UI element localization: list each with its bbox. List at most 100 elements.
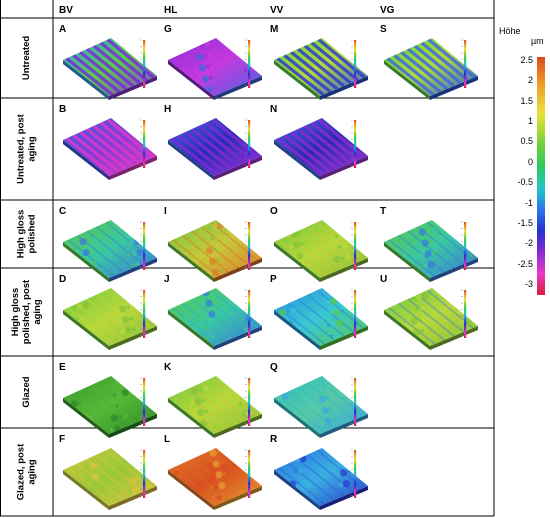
surface-spot	[110, 414, 119, 422]
mini-color-scale	[143, 40, 146, 88]
surface-stripe	[317, 38, 366, 79]
surface-spot	[75, 317, 79, 321]
surface-spot	[417, 318, 422, 322]
mini-color-scale	[248, 450, 251, 498]
surface-stripe	[276, 57, 325, 96]
surface-stripe	[388, 239, 436, 277]
surface-spot	[345, 254, 351, 260]
surface-stripe	[172, 239, 220, 277]
surface-spot	[298, 468, 304, 474]
surface-spot	[202, 325, 206, 330]
row-header-text: aging	[27, 459, 38, 485]
surface-spot	[208, 257, 217, 266]
surface-side	[168, 310, 214, 350]
surface-side	[63, 242, 109, 282]
surface-spot	[327, 383, 334, 389]
surface-spot	[296, 481, 300, 485]
surface-spot	[427, 261, 435, 269]
surface-stripe	[407, 230, 455, 269]
surface-texture	[276, 118, 366, 176]
mini-color-scale	[143, 378, 146, 426]
scale-tick-label: 0.5	[520, 136, 533, 147]
surface-spot	[208, 310, 216, 318]
panel-p: P	[270, 274, 368, 350]
surface-spot	[297, 231, 301, 235]
mini-color-scale	[464, 40, 467, 88]
panel-k: K	[164, 362, 262, 438]
surface-side	[274, 140, 320, 180]
surface-side	[274, 470, 320, 510]
surface-stripe	[85, 127, 135, 168]
surface-stripe	[65, 57, 114, 96]
surface-stripe	[420, 41, 469, 82]
surface-spot	[78, 400, 82, 405]
surface-spot	[127, 489, 133, 496]
surface-spot	[417, 241, 423, 247]
surface-spot	[243, 400, 249, 406]
surface-spot	[336, 495, 340, 499]
row-header-text: polished, post	[21, 279, 32, 344]
surface-spot	[320, 419, 326, 426]
surface-spot	[212, 497, 216, 501]
row-header-text: aging	[32, 299, 43, 325]
panel-e: E	[59, 362, 157, 438]
surface-spot	[347, 469, 351, 474]
surface-stripe	[283, 54, 332, 93]
surface-spot	[217, 245, 224, 251]
surface-side	[168, 470, 214, 510]
surface-side	[384, 242, 430, 282]
panel-letter: L	[164, 434, 170, 445]
surface-spot	[82, 477, 87, 482]
surface-spot	[218, 482, 226, 490]
surface-spot	[133, 466, 137, 470]
surface-spot	[459, 319, 465, 325]
surface-texture	[65, 38, 155, 96]
panel-letter: A	[59, 24, 66, 35]
surface-stripe	[278, 395, 326, 433]
surface-top	[274, 288, 368, 346]
panel-h: H	[164, 104, 262, 180]
surface-spot	[91, 473, 100, 481]
scale-tick-label: 2.5	[520, 55, 533, 65]
surface-stripe	[181, 390, 229, 429]
surface-top	[384, 288, 478, 346]
surface-spot	[109, 427, 115, 433]
surface-stripe	[417, 293, 465, 333]
surface-spot	[421, 292, 429, 300]
mini-color-scale	[248, 290, 251, 338]
surface-spot	[219, 461, 224, 465]
surface-stripe	[181, 462, 229, 501]
panel-letter: I	[164, 206, 167, 217]
surface-stripe	[397, 302, 445, 341]
surface-spot	[325, 299, 331, 306]
surface-texture	[386, 38, 476, 96]
scale-tick-label: -1	[524, 197, 533, 208]
surface-stripe	[278, 467, 326, 505]
surface-texture	[170, 118, 260, 176]
surface-stripe	[67, 307, 115, 345]
row-header-text: High gloss	[10, 288, 21, 337]
surface-stripe	[79, 130, 128, 171]
surface-stripe	[393, 54, 442, 93]
surface-spot	[192, 411, 198, 417]
color-bar	[537, 57, 545, 295]
panel-letter: R	[270, 434, 278, 445]
mini-color-scale	[354, 120, 357, 168]
surface-spot	[469, 254, 473, 258]
surface-spot	[124, 327, 133, 335]
surface-spot	[119, 402, 126, 408]
surface-spot	[329, 407, 333, 411]
surface-stripe	[287, 234, 335, 273]
surface-spot	[430, 227, 436, 233]
column-header-vv: VV	[270, 5, 284, 16]
surface-spot	[206, 65, 210, 69]
surface-texture	[65, 118, 155, 176]
surface-spot	[212, 300, 217, 304]
surface-spot	[340, 256, 345, 260]
surface-spot	[412, 296, 416, 300]
surface-stripe	[177, 134, 226, 173]
panel-d: D	[59, 274, 157, 350]
scale-tick-label: 1.5	[520, 95, 533, 106]
panel-letter: U	[380, 274, 387, 285]
surface-stripe	[406, 47, 456, 88]
